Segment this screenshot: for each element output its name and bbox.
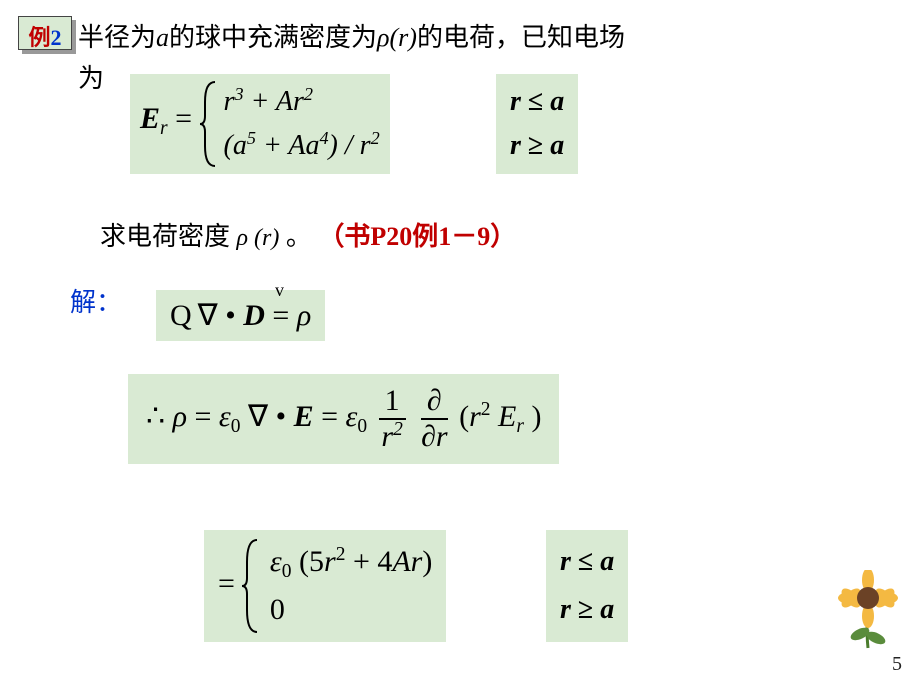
sunflower-icon [832,570,904,650]
badge-num: 2 [51,25,62,50]
eq3-box: ∴ ρ = ε0 ∇ • E = ε0 1 r2 ∂ ∂r (r2 Er ) [128,374,559,464]
text-mid1: 的球中充满密度为 [169,23,377,52]
question-line: 求电荷密度 ρ (r) 。 （书P20例1－9） [100,216,516,253]
example-badge: 例2 [18,16,72,50]
text-wei: 为 [78,64,104,93]
eq3-frac-top: 1 [385,384,400,417]
eq3-nabla: ∇ • [241,400,294,433]
eq3-eq2: = [314,400,346,433]
eq1-E: E [140,102,160,135]
text-mid2: 的电荷，已知电场 [417,23,625,52]
q-post: 。 [279,222,312,251]
eq3-paren-sub: r [516,416,524,437]
eq3-zero: 0 [231,416,241,437]
eq3-E: E [294,400,314,433]
var-rho: ρ [377,23,389,52]
eq1-box: Er = r3 + Ar2 (a5 + Aa4) / r2 [130,74,390,174]
eq4-eps: ε [270,545,282,578]
eq3-rho: ρ [173,400,187,433]
text-pre: 半径为 [78,23,156,52]
var-a: a [156,23,169,52]
eq3-therefore: ∴ [146,400,173,433]
brace-icon [200,80,220,168]
ref-dash: － [451,222,477,251]
eq4-box: = ε0 (5r2 + 4Ar) 0 [204,530,446,642]
eq1-eq: = [168,102,200,135]
eq1-r: r [160,118,168,139]
eq3-partial-bot: ∂r [421,420,448,454]
problem-text: 半径为a的球中充满密度为ρ(r)的电荷，已知电场 [78,18,898,58]
eq4-zero: 0 [282,561,292,582]
eq3-eps2: ε [346,400,358,433]
eq1-cond: r ≤ a r ≥ a [496,74,578,174]
ref-1: （书P20例1 [318,222,451,251]
var-r: (r) [390,23,417,52]
q-rho: ρ (r) [237,225,280,251]
solve-label: 解： [70,282,122,319]
eq4-bot: 0 [270,586,432,634]
eq2-box: v Q ∇ • D = ρ [156,290,325,341]
eq3-eps: ε [219,400,231,433]
badge-li: 例 [28,25,50,50]
brace-icon-2 [242,538,262,634]
eq3-eq1: = [187,400,219,433]
eq3-partial-top: ∂ [421,384,448,420]
q-pre: 求电荷密度 [100,222,237,251]
eq4-cond: r ≤ a r ≥ a [546,530,628,642]
eq4-eq: = [218,567,242,600]
eq3-zero2: 0 [357,416,367,437]
problem-text-2: 为 [78,58,104,95]
ref-2: 9） [477,222,516,251]
page-number: 5 [892,653,902,676]
